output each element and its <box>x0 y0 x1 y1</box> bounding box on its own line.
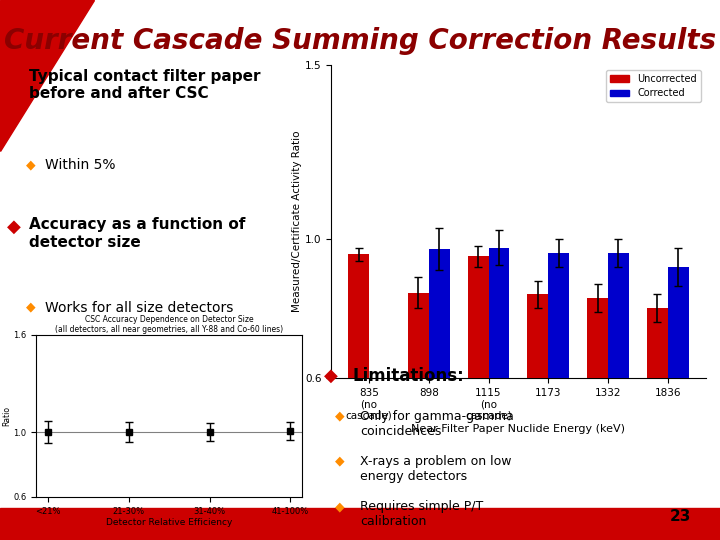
Bar <box>429 249 450 540</box>
Text: ◆: ◆ <box>324 367 338 385</box>
Text: ◆: ◆ <box>7 217 21 235</box>
Bar <box>667 267 688 540</box>
Bar <box>608 253 629 540</box>
Text: Accuracy as a function of
detector size: Accuracy as a function of detector size <box>30 217 246 249</box>
Title: CSC Accuracy Dependence on Detector Size
(all detectors, all near geometries, al: CSC Accuracy Dependence on Detector Size… <box>55 315 283 334</box>
Text: Works for all size detectors: Works for all size detectors <box>45 300 233 314</box>
Bar <box>489 247 510 540</box>
Bar <box>527 294 548 540</box>
Bar <box>468 256 489 540</box>
Bar <box>647 308 667 540</box>
Polygon shape <box>0 508 720 540</box>
Text: Requires simple P/T
calibration: Requires simple P/T calibration <box>360 500 483 528</box>
Y-axis label: Measured/Certificate Activity Ratio: Measured/Certificate Activity Ratio <box>292 131 302 312</box>
Bar <box>587 298 608 540</box>
Text: Current Cascade Summing Correction Results: Current Cascade Summing Correction Resul… <box>4 27 716 55</box>
Bar <box>408 293 429 540</box>
Y-axis label: Average Measured/Certificate Activity
Ratio: Average Measured/Certificate Activity Ra… <box>0 343 12 489</box>
Legend: Uncorrected, Corrected: Uncorrected, Corrected <box>606 70 701 102</box>
Polygon shape <box>0 0 94 151</box>
X-axis label: Near Filter Paper Nuclide Energy (keV): Near Filter Paper Nuclide Energy (keV) <box>411 424 626 434</box>
Text: ◆: ◆ <box>335 500 344 513</box>
Bar <box>348 254 369 540</box>
Text: Within 5%: Within 5% <box>45 158 116 172</box>
Text: X-rays a problem on low
energy detectors: X-rays a problem on low energy detectors <box>360 455 511 483</box>
Text: Typical contact filter paper
before and after CSC: Typical contact filter paper before and … <box>30 69 261 102</box>
Text: Only for gamma-gamma
coincidences: Only for gamma-gamma coincidences <box>360 409 514 437</box>
Text: ◆: ◆ <box>335 455 344 468</box>
Text: ◆: ◆ <box>7 69 21 87</box>
Text: 23: 23 <box>670 509 691 524</box>
Text: CANBERRA: CANBERRA <box>559 514 626 524</box>
X-axis label: Detector Relative Efficiency: Detector Relative Efficiency <box>106 518 233 527</box>
Text: ◆: ◆ <box>26 300 36 314</box>
Text: ◆: ◆ <box>335 409 344 422</box>
Bar <box>548 253 569 540</box>
Text: ◆: ◆ <box>26 158 36 171</box>
Text: Limitations:: Limitations: <box>353 367 464 385</box>
